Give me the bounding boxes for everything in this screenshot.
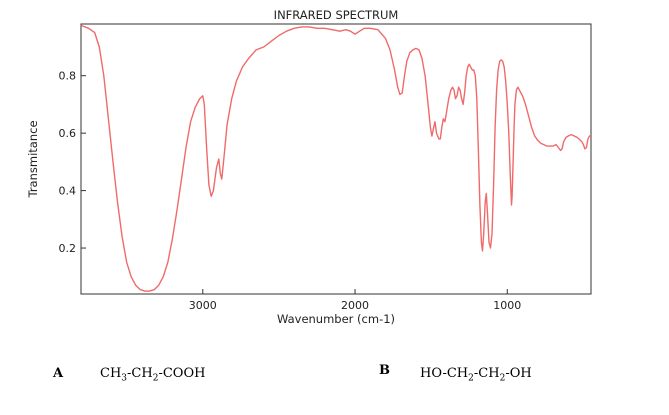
plot-frame [80, 23, 592, 295]
y-tick-label: 0.6 [59, 127, 77, 140]
formula-subscript: 2 [499, 373, 506, 384]
formula-text: -CH [127, 366, 153, 381]
chart-title: INFRARED SPECTRUM [274, 8, 399, 22]
x-axis-label: Wavenumber (cm-1) [277, 312, 395, 326]
choice-a-letter: A [53, 366, 64, 381]
y-tick-label: 0.4 [59, 185, 77, 198]
formula-text: -CH [473, 366, 500, 381]
x-axis: 3000 2000 1000 [189, 289, 521, 312]
formula-subscript: 2 [468, 373, 474, 384]
x-tick-label: 3000 [189, 299, 217, 312]
spectrum-line [80, 24, 591, 292]
y-axis: 0.2 0.4 0.6 0.8 [59, 70, 86, 255]
y-tick-label: 0.2 [59, 242, 77, 255]
y-tick-label: 0.8 [59, 70, 77, 83]
ir-spectrum-chart: INFRARED SPECTRUM 3000 2000 1000 0.2 0.4 0.6… [26, 8, 592, 326]
formula-subscript: 2 [152, 373, 159, 384]
formula-text: -OH [505, 366, 532, 381]
y-axis-label: Transmitance [26, 120, 40, 198]
choice-a-formula: CH3-CH2-COOH [100, 366, 206, 384]
formula-text: HO-CH [420, 366, 469, 381]
formula-subscript: 3 [121, 373, 128, 384]
formula-text: -COOH [158, 366, 206, 381]
choice-b-letter: B [379, 363, 390, 378]
x-tick-label: 2000 [341, 299, 369, 312]
choice-b-formula: HO-CH2-CH2-OH [420, 366, 532, 384]
x-tick-label: 1000 [493, 299, 521, 312]
formula-text: CH [100, 366, 122, 381]
